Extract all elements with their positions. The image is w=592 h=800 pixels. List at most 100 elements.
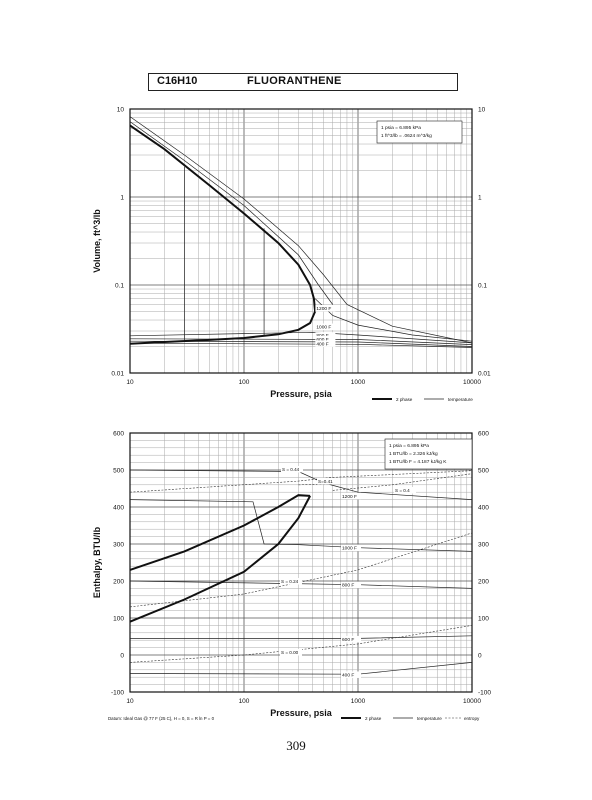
enthalpy-x-tick-label: 1000 xyxy=(351,698,366,705)
volume-y-tick-label-right: 0.1 xyxy=(478,283,487,290)
volume-isotherm-line xyxy=(129,338,473,345)
enthalpy-isotherm-label-bg xyxy=(341,581,361,589)
enthalpy-legend-entropy-label: entropy xyxy=(464,716,480,721)
enthalpy-y-tick-label-right: 200 xyxy=(478,579,489,586)
enthalpy-y-tick-label-left: 400 xyxy=(113,505,124,512)
enthalpy-y-tick-label-left: 500 xyxy=(113,468,124,475)
volume-isotherm-vapor-line xyxy=(129,121,333,305)
chemical-formula: C16H10 xyxy=(157,75,198,87)
enthalpy-entropy-label: S = 0.44 xyxy=(282,467,300,472)
volume-x-tick-label: 1000 xyxy=(351,379,366,386)
volume-y-tick-label-left: 10 xyxy=(117,107,125,114)
volume-y-tick-label-right: 0.01 xyxy=(478,371,491,378)
enthalpy-conversion-box xyxy=(384,438,473,470)
volume-isotherm-label: 600 F xyxy=(316,337,328,343)
enthalpy-entropy-label: S=0.41 xyxy=(318,479,333,484)
enthalpy-datum-note: Datum: Ideal Gas @ 77 F (25 C), H = 0, S… xyxy=(108,716,215,721)
enthalpy-entropy-label: S = 0.4 xyxy=(395,488,410,493)
enthalpy-y-tick-label-right: 300 xyxy=(478,542,489,549)
volume-isotherm-line xyxy=(129,342,473,348)
enthalpy-two-phase-liquid xyxy=(129,495,311,623)
enthalpy-x-axis-label: Pressure, psia xyxy=(270,708,333,718)
enthalpy-isotherm-label: 1200 F xyxy=(342,494,357,500)
enthalpy-conversion-text: 1 BTU/lb = 2.326 kJ/kg xyxy=(389,451,438,457)
volume-isotherm-label: 1200 F xyxy=(316,306,331,312)
enthalpy-isotherm-label-bg xyxy=(341,671,361,678)
volume-y-tick-label-right: 1 xyxy=(478,195,482,202)
volume-y-axis-label: Volume, ft^3/lb xyxy=(92,209,102,273)
enthalpy-conversion-text: 1 psia = 6.895 kPa xyxy=(389,443,429,449)
enthalpy-x-tick-label: 10 xyxy=(126,698,134,705)
enthalpy-y-tick-label-right: 100 xyxy=(478,616,489,623)
volume-y-tick-label-right: 10 xyxy=(478,107,486,114)
volume-x-tick-label: 10 xyxy=(126,379,134,386)
volume-legend-temperature-label: temperature xyxy=(448,397,473,402)
enthalpy-isotherm-label: 1000 F xyxy=(342,546,357,552)
page-number: 309 xyxy=(286,738,306,753)
volume-isotherm-label-bg xyxy=(315,323,336,331)
volume-isotherm-label-bg xyxy=(315,340,336,347)
volume-conversion-text: 1 psia = 6.895 kPa xyxy=(381,125,421,131)
enthalpy-x-tick-label: 100 xyxy=(239,698,250,705)
volume-isotherm-label: 1000 F xyxy=(316,325,331,331)
enthalpy-isotherm-line xyxy=(130,635,473,639)
enthalpy-isotherm-label-bg xyxy=(341,492,361,500)
enthalpy-entropy-label-bg xyxy=(280,649,302,656)
enthalpy-y-tick-label-right: 600 xyxy=(478,431,489,438)
volume-x-tick-label: 100 xyxy=(239,379,250,386)
volume-x-tick-label: 10000 xyxy=(463,379,481,386)
enthalpy-isotherm-label: 400 F xyxy=(342,672,354,678)
enthalpy-conversion-text: 1 BTU/lb F = 4.187 kJ/kg K xyxy=(389,459,447,465)
enthalpy-entropy-label-bg xyxy=(317,478,339,485)
enthalpy-x-tick-label: 10000 xyxy=(463,698,481,705)
enthalpy-entropy-line xyxy=(129,470,473,493)
volume-conversion-box xyxy=(376,120,463,144)
enthalpy-entropy-label-bg xyxy=(280,578,302,585)
volume-y-tick-label-left: 0.1 xyxy=(115,283,124,290)
volume-isotherm-vapor-line xyxy=(129,116,473,344)
enthalpy-entropy-line xyxy=(332,473,473,491)
enthalpy-legend-temperature-label: temperature xyxy=(417,716,442,721)
enthalpy-y-tick-label-left: -100 xyxy=(111,690,124,697)
enthalpy-y-tick-label-right: -100 xyxy=(478,690,491,697)
enthalpy-entropy-label-bg xyxy=(281,466,303,473)
enthalpy-isotherm-label: 600 F xyxy=(342,637,354,643)
enthalpy-entropy-label: S = 0.24 xyxy=(281,579,299,584)
enthalpy-y-axis-label: Enthalpy, BTU/lb xyxy=(92,526,102,598)
volume-isotherm-label-bg xyxy=(315,304,336,312)
volume-x-axis-label: Pressure, psia xyxy=(270,389,333,399)
volume-two-phase-vapor xyxy=(129,124,317,312)
enthalpy-isotherm-label-bg xyxy=(341,635,361,643)
enthalpy-isotherm-label-bg xyxy=(341,544,361,552)
enthalpy-entropy-label-bg xyxy=(394,487,416,494)
volume-two-phase-liquid xyxy=(129,311,317,345)
volume-conversion-text: 1 ft^3/lb = .0624 m^3/kg xyxy=(381,133,432,139)
volume-plot-frame xyxy=(129,108,473,374)
enthalpy-y-tick-label-left: 600 xyxy=(113,431,124,438)
enthalpy-legend-two-phase-label: 2 phase xyxy=(365,716,382,721)
volume-isotherm-label: 400 F xyxy=(316,341,328,347)
volume-legend-two-phase-label: 2 phase xyxy=(396,397,413,402)
enthalpy-isotherm-label: 800 F xyxy=(342,583,354,589)
enthalpy-y-tick-label-left: 100 xyxy=(113,616,124,623)
enthalpy-y-tick-label-left: 0 xyxy=(120,653,124,660)
enthalpy-plot-frame xyxy=(129,432,473,693)
enthalpy-y-tick-label-right: 0 xyxy=(478,653,482,660)
volume-y-tick-label-left: 1 xyxy=(120,195,124,202)
title-box: C16H10 FLUORANTHENE xyxy=(148,73,458,91)
enthalpy-two-phase-vapor xyxy=(129,494,311,571)
volume-y-tick-label-left: 0.01 xyxy=(111,371,124,378)
enthalpy-y-tick-label-right: 500 xyxy=(478,468,489,475)
compound-name: FLUORANTHENE xyxy=(247,75,342,87)
volume-isotherm-line xyxy=(129,340,473,347)
enthalpy-isotherm-line xyxy=(129,662,473,675)
volume-isotherm-label-bg xyxy=(315,335,336,343)
enthalpy-y-tick-label-right: 400 xyxy=(478,505,489,512)
volume-isotherm-label-bg xyxy=(315,332,336,339)
enthalpy-y-tick-label-left: 300 xyxy=(113,542,124,549)
enthalpy-isotherm-line xyxy=(129,499,473,552)
enthalpy-y-tick-label-left: 200 xyxy=(113,579,124,586)
enthalpy-entropy-label: S = 0.00 xyxy=(281,650,299,655)
enthalpy-entropy-line xyxy=(129,625,473,663)
